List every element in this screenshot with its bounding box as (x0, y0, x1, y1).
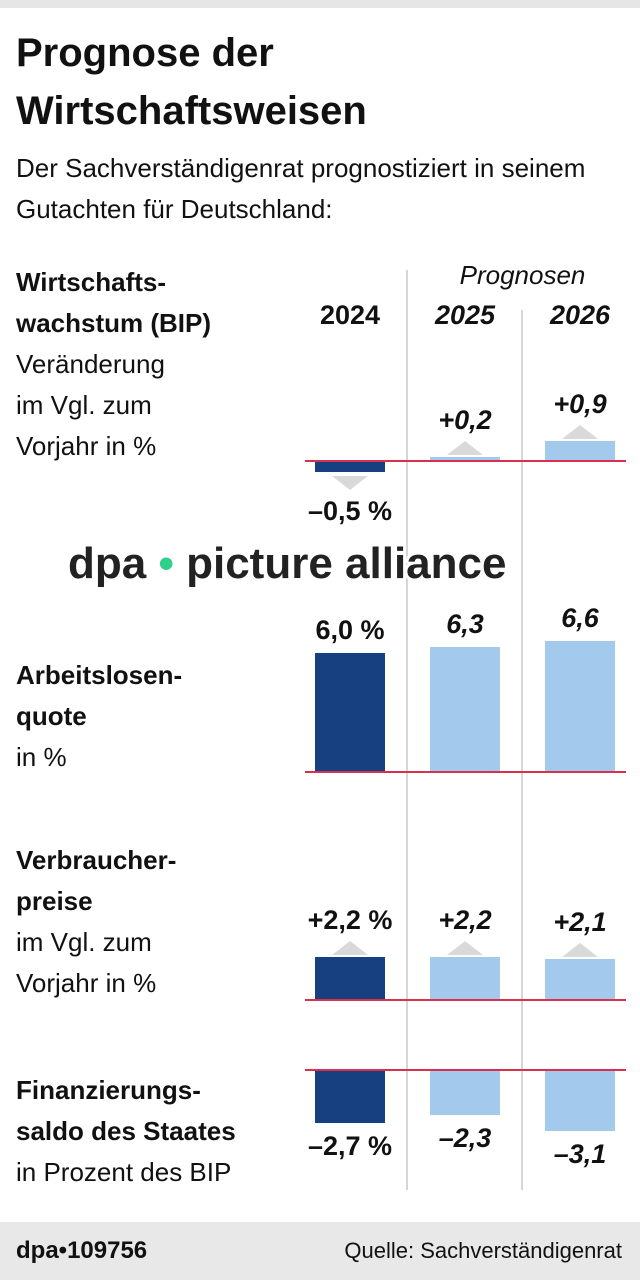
bar-2025 (430, 456, 500, 461)
data-label-2026: 6,6 (561, 603, 599, 634)
up-triangle-icon (447, 440, 483, 455)
top-bar (0, 0, 640, 8)
data-label-2024: +2,2 % (307, 904, 393, 935)
watermark-left: dpa (68, 539, 147, 588)
data-label-2024: 6,0 % (315, 615, 385, 646)
panel-label: Arbeitslosen- quote in % (16, 655, 296, 778)
watermark-logo: dpa • picture alliance (68, 538, 506, 590)
baseline (305, 1069, 626, 1071)
bar-2025 (430, 1070, 500, 1116)
data-label-2025: –2,3 (438, 1123, 492, 1154)
panel-label-bold: Arbeitslosen- quote (16, 660, 183, 731)
up-triangle-icon (562, 942, 598, 957)
panel-label-bold: Wirtschafts- wachstum (BIP) (16, 267, 212, 338)
data-label-2025: +0,2 (438, 404, 492, 435)
panel-label-sub: in Prozent des BIP (16, 1157, 232, 1187)
panel-label: Wirtschafts- wachstum (BIP) Veränderung i… (16, 262, 296, 467)
panel-label-sub: in % (16, 742, 67, 772)
up-triangle-icon (562, 425, 598, 440)
prognosen-label: Prognosen (459, 260, 586, 290)
panel-label: Finanzierungs- saldo des Staates in Proze… (16, 1070, 296, 1193)
data-label-2024: –0,5 % (307, 496, 393, 526)
separator-line (406, 270, 408, 1190)
data-label-2026: +2,1 (553, 906, 607, 937)
bar-2026 (545, 958, 615, 1000)
panel-label-bold: Verbraucher- preise (16, 845, 177, 916)
year-2024: 2024 (319, 300, 381, 330)
bar-2026 (545, 1070, 615, 1131)
source-note: Quelle: Sachverständigenrat (344, 1238, 622, 1263)
panel-label-sub: im Vgl. zum Vorjahr in % (16, 927, 157, 998)
data-label-2024: –2,7 % (307, 1130, 393, 1161)
year-2026: 2026 (549, 300, 611, 330)
bar-2024 (315, 653, 385, 772)
separator-line (521, 310, 523, 1190)
data-label-2026: –3,1 (553, 1138, 607, 1169)
data-label-2026: +0,9 (553, 389, 607, 420)
bar-2024 (315, 461, 385, 472)
down-triangle-icon (332, 476, 368, 490)
baseline (305, 999, 626, 1001)
data-label-2025: 6,3 (446, 609, 484, 640)
chart-subtitle: Der Sachverständigenrat prognostiziert i… (16, 153, 586, 224)
bar-2025 (430, 647, 500, 772)
baseline (305, 771, 626, 773)
chart-title: Prognose der Wirtschaftsweisen (16, 31, 367, 133)
bar-2024 (315, 956, 385, 1000)
up-triangle-icon (447, 940, 483, 955)
graphic-id: dpa•109756 (16, 1237, 148, 1264)
bar-2026 (545, 441, 615, 461)
panel-label-sub: Veränderung im Vgl. zum Vorjahr in % (16, 349, 165, 461)
footer (0, 1222, 640, 1280)
panel-label-bold: Finanzierungs- saldo des Staates (16, 1075, 236, 1146)
bar-2026 (545, 641, 615, 772)
baseline (305, 460, 626, 462)
year-2025: 2025 (434, 300, 496, 330)
up-triangle-icon (332, 940, 368, 955)
data-label-2025: +2,2 (438, 904, 492, 935)
bar-2024 (315, 1070, 385, 1123)
bar-2025 (430, 956, 500, 1000)
panel-label: Verbraucher- preise im Vgl. zum Vorjahr i… (16, 840, 296, 1004)
watermark-dot: • (158, 539, 174, 588)
watermark-right: picture alliance (186, 539, 507, 588)
